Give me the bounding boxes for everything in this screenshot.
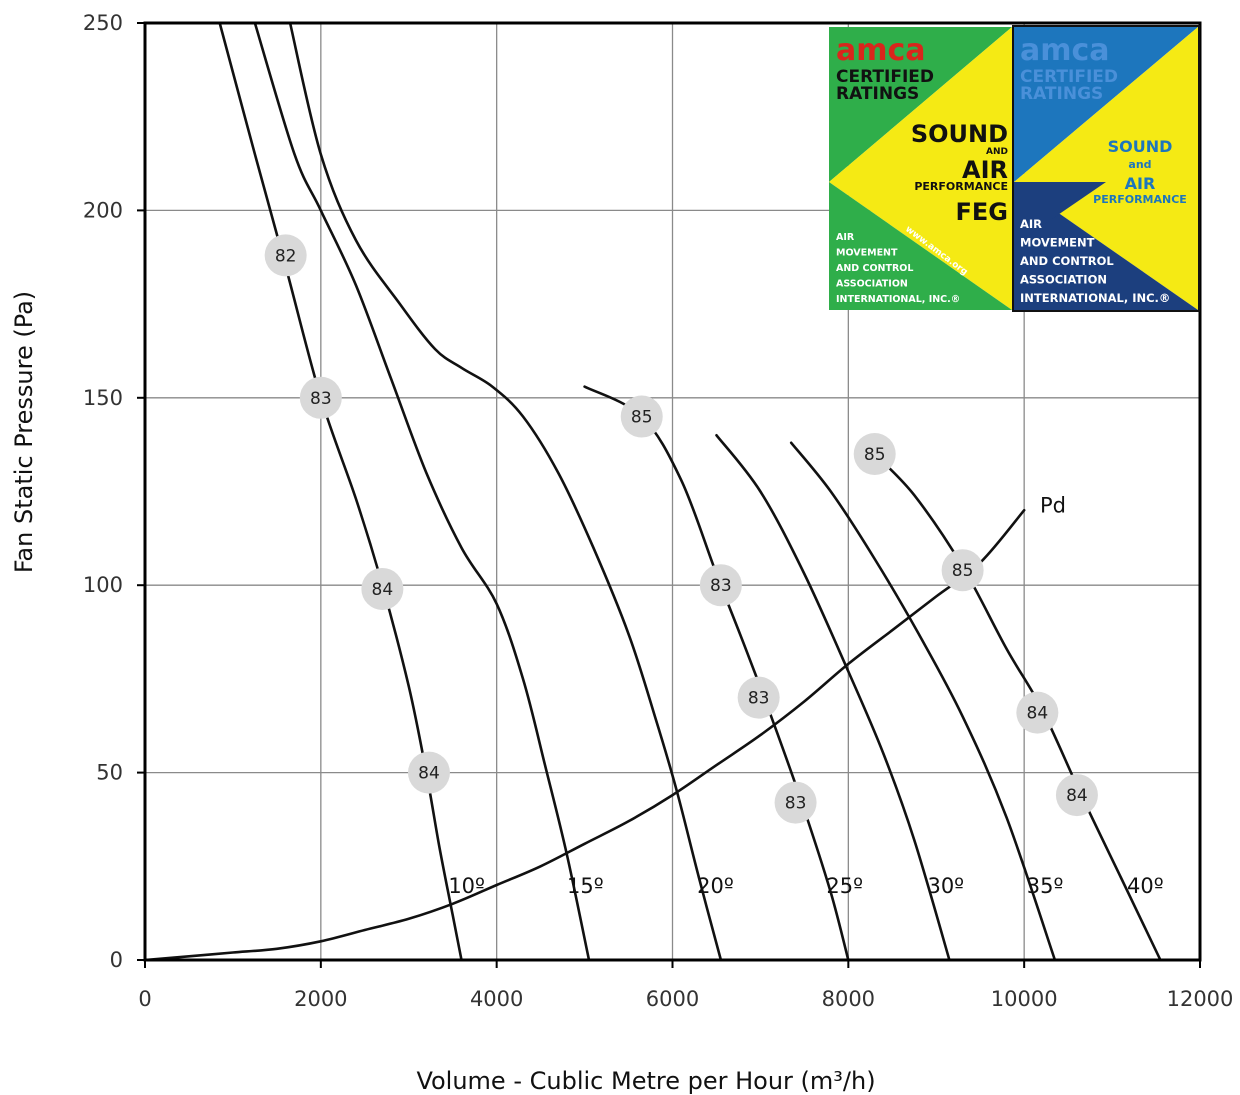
x-tick-label-0: 0 — [138, 987, 151, 1011]
efficiency-bubble-0 — [264, 234, 307, 277]
logo-right-certified: CERTIFIED — [1020, 67, 1118, 87]
series-label-4: 30º — [927, 874, 964, 898]
efficiency-bubble-9 — [941, 549, 984, 592]
logo-left-ratings: RATINGS — [836, 84, 919, 104]
amca-logo-feg: amca CERTIFIED RATINGS SOUND AND AIR PER… — [829, 27, 1012, 310]
y-tick-label-4: 200 — [83, 198, 123, 222]
logo-right-org-line-0: AIR — [1020, 217, 1042, 231]
efficiency-value-8: 85 — [864, 445, 886, 465]
efficiency-value-1: 83 — [310, 389, 332, 409]
logo-left-feg: FEG — [956, 198, 1009, 226]
series-line-7 — [143, 508, 1026, 962]
x-tick-labels: 0 2000 4000 6000 8000 10000 12000 — [138, 987, 1233, 1011]
logo-left-certified: CERTIFIED — [836, 67, 934, 87]
y-tick-labels: 0 50 100 150 200 250 — [83, 11, 123, 972]
logo-left-org-line-1: MOVEMENT — [836, 248, 898, 259]
series-label-0: 10º — [448, 874, 485, 898]
x-tick-label-4: 8000 — [822, 987, 875, 1011]
series-line-4 — [715, 434, 951, 962]
logo-left-performance: PERFORMANCE — [914, 180, 1008, 193]
efficiency-value-4: 85 — [631, 408, 653, 428]
efficiency-value-2: 84 — [372, 580, 394, 600]
series-label-2: 20º — [697, 874, 734, 898]
logo-right-sound: SOUND — [1108, 137, 1173, 156]
logo-left-amca: amca — [836, 33, 926, 68]
efficiency-bubble-11 — [1055, 774, 1098, 817]
series-line-1 — [253, 21, 591, 962]
logo-right-and: and — [1128, 158, 1151, 171]
logo-right-amca: amca — [1020, 33, 1110, 68]
logo-left-org-line-3: ASSOCIATION — [836, 279, 908, 290]
series-label-6: 40º — [1127, 874, 1164, 898]
logo-right-org-line-4: INTERNATIONAL, INC.® — [1020, 291, 1170, 305]
tick-marks — [137, 22, 1201, 968]
curves — [143, 21, 1162, 962]
efficiency-bubble-2 — [361, 567, 404, 610]
logo-right-org-text: AIR MOVEMENT AND CONTROL ASSOCIATION INTERNA… — [1020, 217, 1170, 305]
efficiency-bubble-6 — [737, 676, 780, 719]
efficiency-bubble-1 — [299, 376, 342, 419]
x-tick-label-6: 12000 — [1167, 987, 1234, 1011]
efficiency-bubble-8 — [853, 433, 896, 476]
logo-right-org-line-1: MOVEMENT — [1020, 236, 1095, 250]
series-label-1: 15º — [567, 874, 604, 898]
logo-right-org-line-2: AND CONTROL — [1020, 254, 1114, 268]
logo-left-and: AND — [986, 147, 1008, 157]
series-line-2 — [288, 21, 723, 962]
y-tick-label-1: 50 — [96, 761, 123, 785]
series-line-6 — [873, 452, 1162, 962]
y-axis-title: Fan Static Pressure (Pa) — [10, 291, 38, 573]
efficiency-value-9: 85 — [952, 561, 974, 581]
efficiency-value-11: 84 — [1066, 786, 1088, 806]
y-tick-label-2: 100 — [83, 573, 123, 597]
curve-labels: 10º 15º 20º 25º 30º 35º 40º Pd — [448, 494, 1163, 898]
y-tick-label-3: 150 — [83, 386, 123, 410]
logo-right-air: AIR — [1125, 174, 1156, 193]
series-label-7: Pd — [1040, 494, 1066, 518]
x-tick-label-5: 10000 — [991, 987, 1058, 1011]
efficiency-bubble-4 — [620, 395, 663, 438]
y-tick-label-0: 0 — [110, 948, 123, 972]
logo-right-performance: PERFORMANCE — [1093, 193, 1187, 206]
x-axis-title: Volume - Cublic Metre per Hour (m³/h) — [416, 1067, 875, 1095]
logo-right-org-line-3: ASSOCIATION — [1020, 273, 1107, 287]
logo-left-sound: SOUND — [911, 120, 1008, 148]
efficiency-value-0: 82 — [275, 246, 297, 266]
efficiency-value-3: 84 — [418, 764, 440, 784]
series-label-5: 35º — [1027, 874, 1064, 898]
efficiency-bubble-5 — [699, 564, 742, 607]
series-line-0 — [218, 21, 463, 962]
series-line-3 — [583, 385, 850, 962]
logo-left-org-line-2: AND CONTROL — [836, 263, 913, 274]
logo-left-air: AIR — [962, 156, 1008, 184]
series-line-5 — [789, 441, 1057, 962]
efficiency-value-6: 83 — [748, 689, 770, 709]
y-tick-label-5: 250 — [83, 11, 123, 35]
logo-right-ratings: RATINGS — [1020, 84, 1103, 104]
logo-left-org-text: AIR MOVEMENT AND CONTROL ASSOCIATION INTERNA… — [836, 232, 960, 305]
x-tick-label-3: 6000 — [646, 987, 699, 1011]
x-tick-label-2: 4000 — [470, 987, 523, 1011]
efficiency-bubble-3 — [407, 751, 450, 794]
logo-left-org-line-4: INTERNATIONAL, INC.® — [836, 294, 960, 305]
logo-left-org-line-0: AIR — [836, 232, 855, 243]
series-label-3: 25º — [826, 874, 863, 898]
efficiency-value-10: 84 — [1027, 704, 1049, 724]
efficiency-annotations: 82 83 84 84 85 83 83 83 85 85 84 84 — [264, 234, 1098, 824]
amca-logo-sound-air: amca CERTIFIED RATINGS SOUND and AIR PER… — [1012, 25, 1200, 312]
efficiency-value-7: 83 — [785, 794, 807, 814]
efficiency-bubble-7 — [774, 781, 817, 824]
efficiency-bubble-10 — [1016, 691, 1059, 734]
x-tick-label-1: 2000 — [294, 987, 347, 1011]
efficiency-value-5: 83 — [710, 576, 732, 596]
